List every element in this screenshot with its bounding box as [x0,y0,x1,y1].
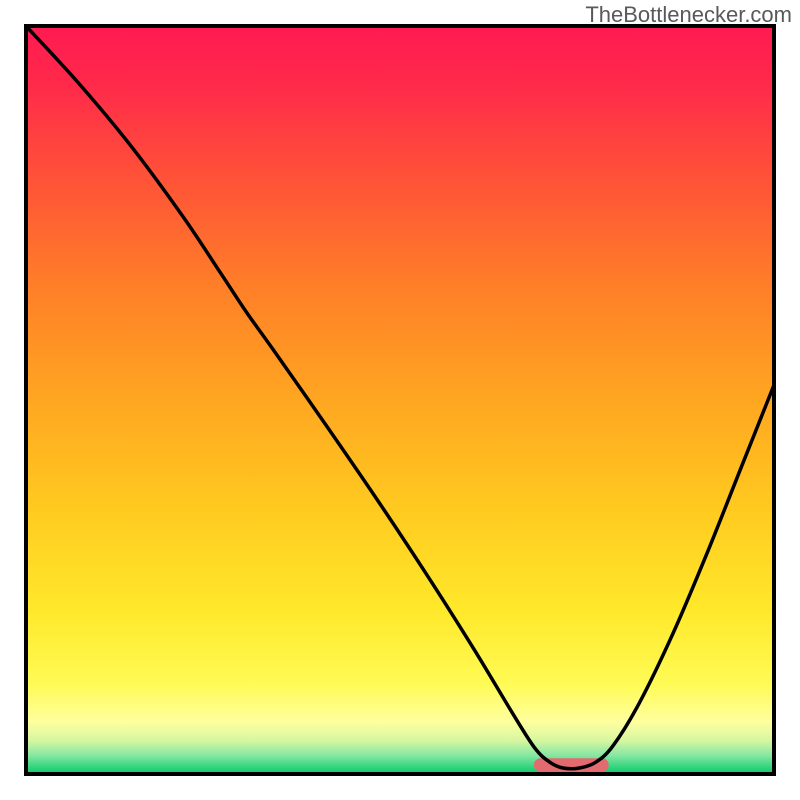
chart-frame: TheBottlenecker.com [0,0,800,800]
curve-layer [26,26,774,774]
bottleneck-curve [26,26,774,769]
plot-area [26,26,774,774]
watermark-text: TheBottlenecker.com [585,2,792,28]
